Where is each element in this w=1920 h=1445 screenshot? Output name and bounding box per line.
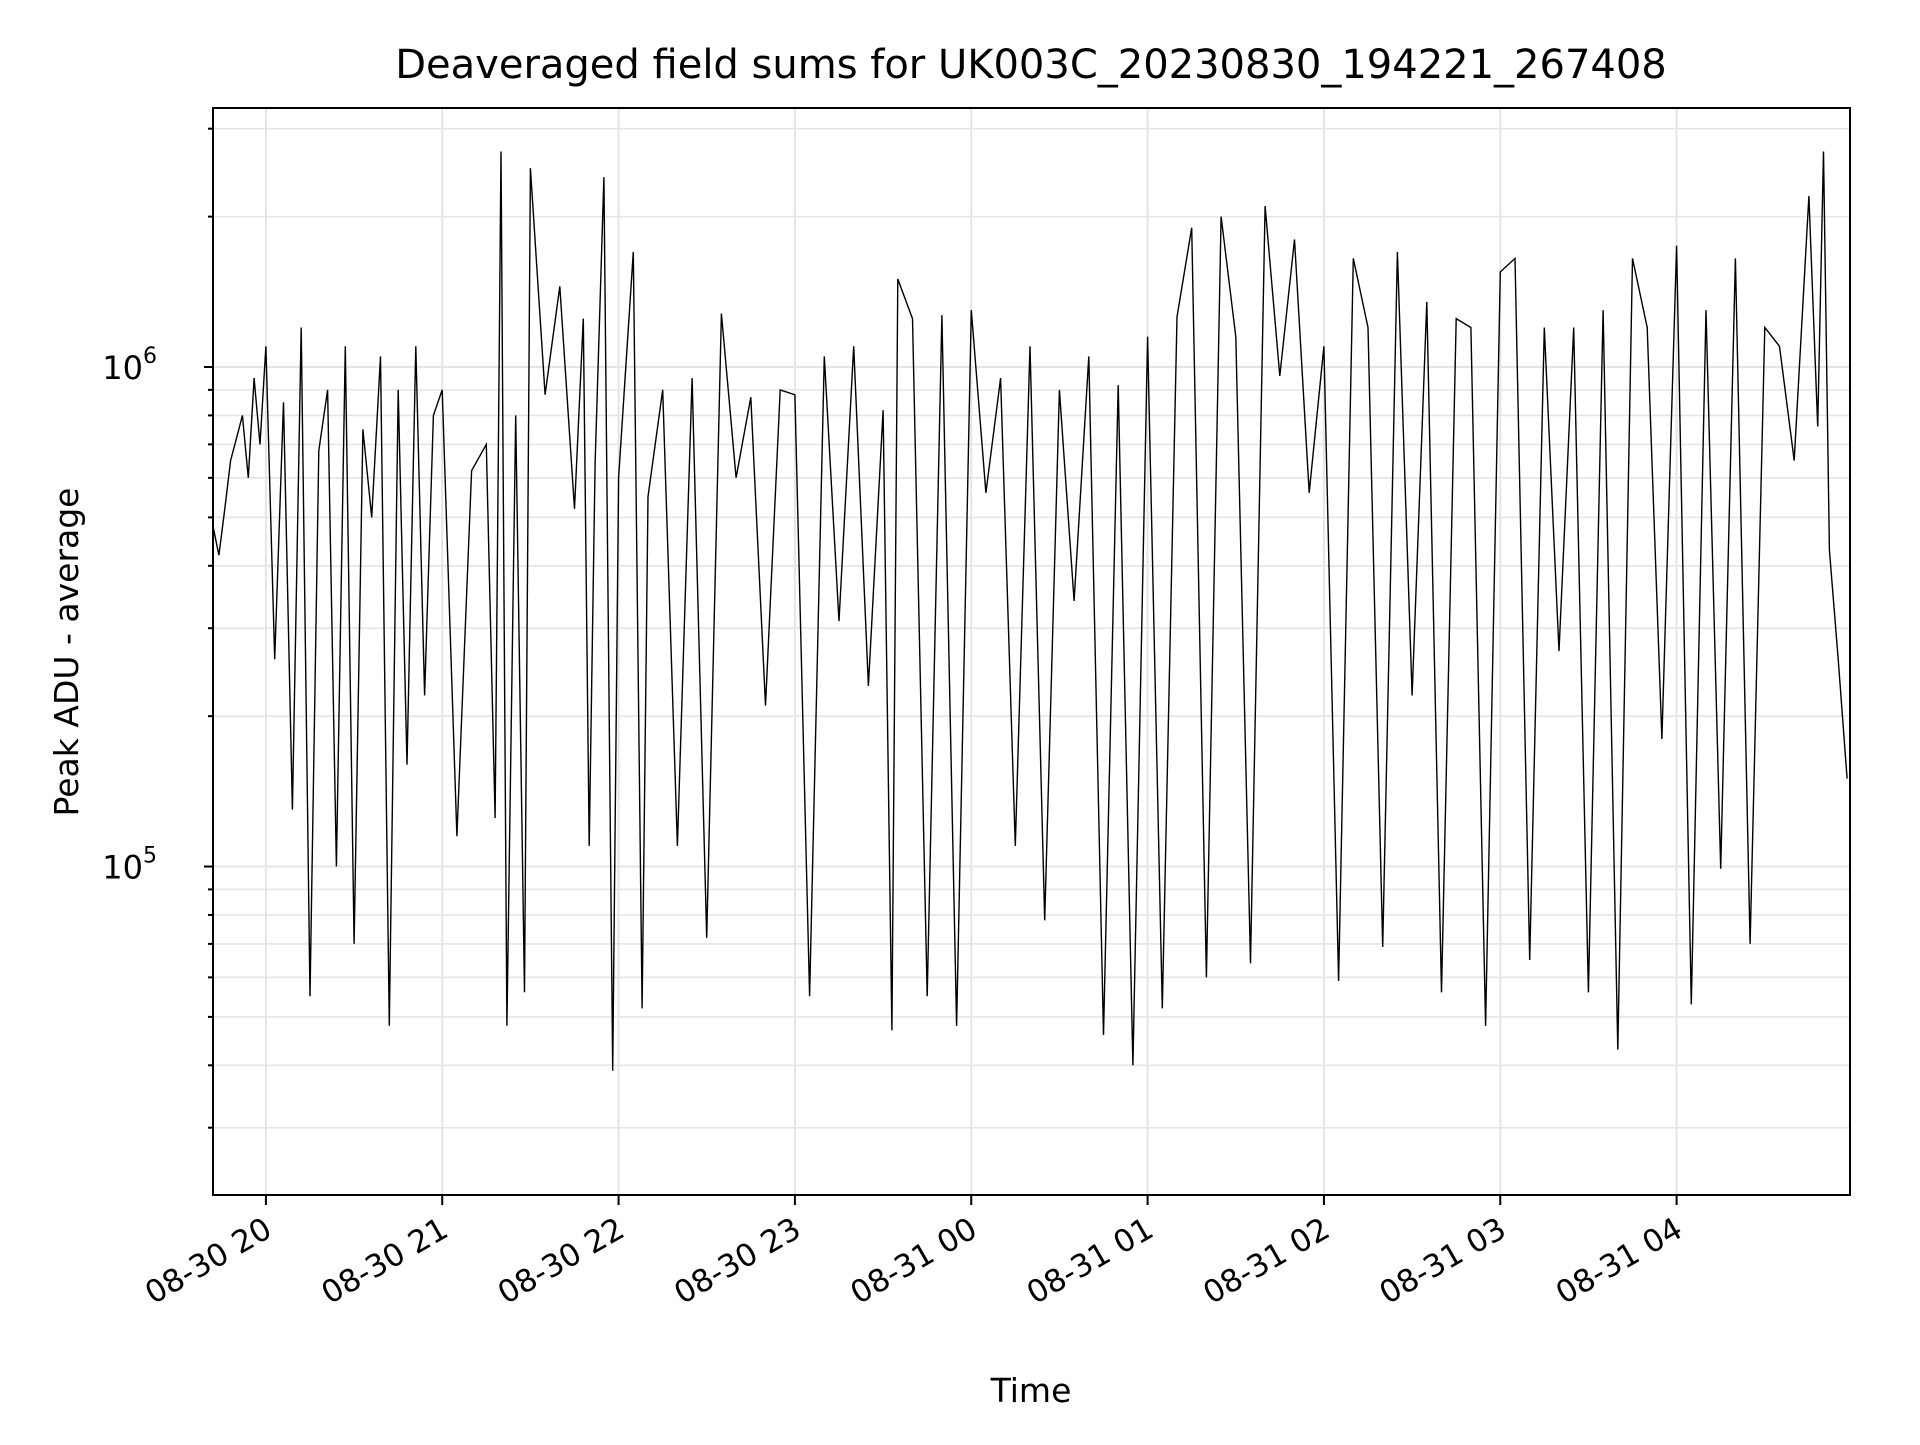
y-axis-title: Peak ADU - average [47, 488, 86, 817]
plot-frame [212, 107, 1851, 1196]
y-tick-label: 106 [102, 344, 157, 387]
y-tick-exponent: 5 [143, 844, 157, 869]
x-tick-label: 08-30 23 [668, 1211, 807, 1312]
series-layer [212, 151, 1848, 1071]
grid [213, 108, 1850, 1195]
x-axis: 08-30 20 08-30 21 08-30 22 08-30 23 08-31 00… [139, 1195, 1689, 1312]
x-tick-label: 08-31 01 [1021, 1211, 1160, 1312]
x-axis-title: Time [990, 1371, 1072, 1410]
x-tick-label: 08-31 04 [1550, 1211, 1689, 1312]
series-line [212, 151, 1848, 1071]
x-tick-label: 08-30 20 [139, 1211, 278, 1312]
y-tick-label: 105 [102, 844, 157, 887]
y-tick-base: 10 [102, 849, 143, 887]
x-tick-label: 08-31 03 [1374, 1211, 1513, 1312]
x-tick-label: 08-30 22 [492, 1211, 631, 1312]
y-tick-base: 10 [102, 349, 143, 387]
chart-title: Deaveraged field sums for UK003C_2023083… [395, 42, 1666, 88]
y-tick-exponent: 6 [143, 344, 157, 369]
x-tick-label: 08-31 00 [845, 1211, 984, 1312]
x-tick-label: 08-31 02 [1197, 1211, 1336, 1312]
x-tick-label: 08-30 21 [316, 1211, 455, 1312]
